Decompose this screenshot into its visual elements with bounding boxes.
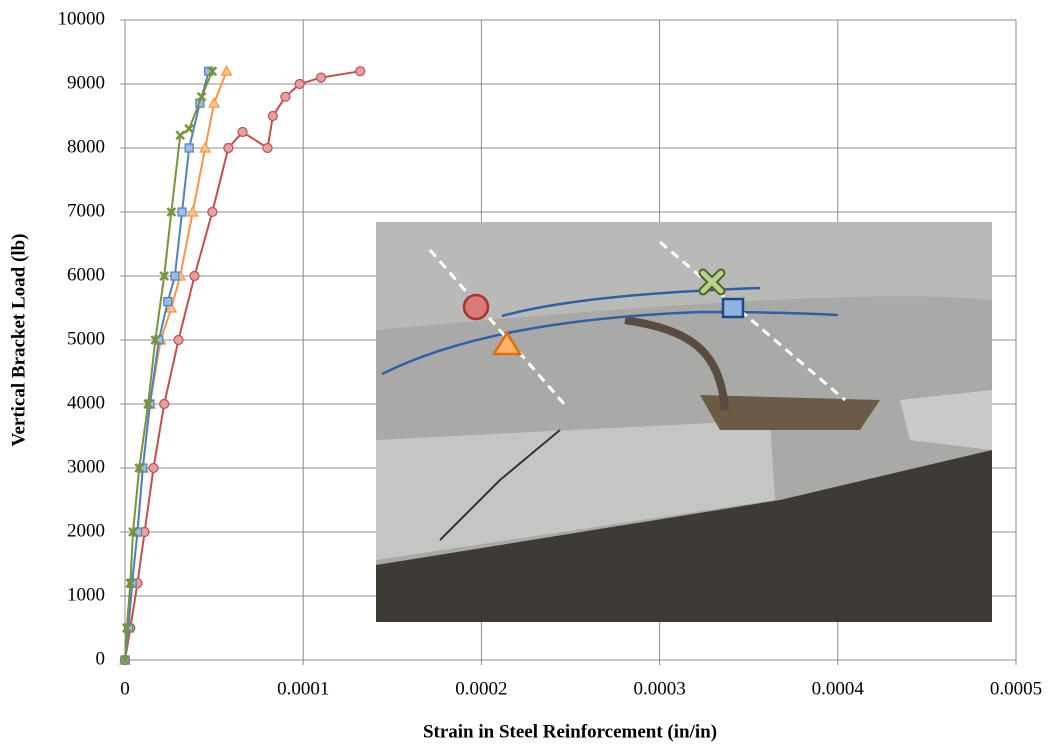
point	[185, 144, 193, 152]
series	[120, 66, 365, 664]
y-tick-label: 8000	[67, 136, 105, 157]
point	[224, 144, 233, 153]
y-axis-title: Vertical Bracket Load (lb)	[8, 233, 29, 446]
x-tick-label: 0.0001	[277, 678, 329, 699]
point	[281, 92, 290, 101]
point	[185, 125, 193, 133]
point	[317, 73, 326, 82]
y-tick-label: 1000	[67, 584, 105, 605]
y-tick-label: 4000	[67, 392, 105, 413]
point	[149, 464, 158, 473]
series-line	[125, 71, 227, 660]
y-tick-label: 2000	[67, 520, 105, 541]
point	[160, 400, 169, 409]
x-tick-label: 0.0004	[812, 678, 865, 699]
point	[295, 80, 304, 89]
x-axis-title: Strain in Steel Reinforcement (in/in)	[423, 721, 717, 742]
photo-square-marker	[723, 299, 743, 317]
y-tick-label: 6000	[67, 264, 105, 285]
point	[268, 112, 277, 121]
point	[238, 128, 247, 137]
x-tick-label: 0.0005	[990, 678, 1042, 699]
point	[356, 67, 365, 76]
point	[164, 298, 172, 306]
y-tick-label: 10000	[58, 8, 106, 29]
y-tick-label: 0	[96, 648, 106, 669]
y-tick-label: 9000	[67, 72, 105, 93]
x-tick-label: 0	[120, 678, 130, 699]
point	[208, 208, 217, 217]
point	[263, 144, 272, 153]
point	[209, 98, 219, 107]
chart: 0 1000 2000 3000 4000 5000 6000 7000 8000 9000 100…	[0, 0, 1052, 750]
point	[174, 336, 183, 345]
y-tick-label: 3000	[67, 456, 105, 477]
x-tick-label: 0.0003	[633, 678, 685, 699]
point	[190, 272, 199, 281]
y-tick-label: 7000	[67, 200, 105, 221]
point	[222, 66, 232, 75]
x-tick-label: 0.0002	[455, 678, 507, 699]
series-line	[125, 71, 360, 660]
y-tick-label: 5000	[67, 328, 105, 349]
point	[171, 272, 179, 280]
series-line	[125, 71, 209, 660]
point	[178, 208, 186, 216]
photo-circle-marker	[464, 295, 488, 319]
photo-inset	[376, 222, 992, 622]
